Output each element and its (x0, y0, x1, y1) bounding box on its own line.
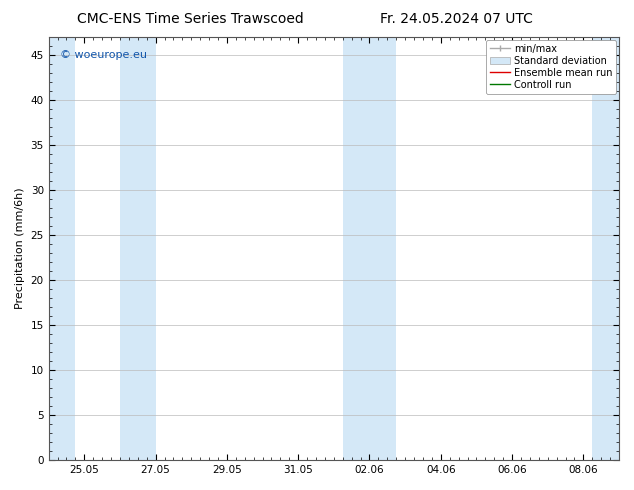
Bar (49, 37, 75, 460)
Text: Fr. 24.05.2024 07 UTC: Fr. 24.05.2024 07 UTC (380, 12, 533, 26)
Bar (370, 37, 396, 460)
Text: © woeurope.eu: © woeurope.eu (60, 50, 147, 60)
Bar (592, 37, 619, 460)
Bar (343, 37, 370, 460)
Bar (120, 37, 155, 460)
Legend: min/max, Standard deviation, Ensemble mean run, Controll run: min/max, Standard deviation, Ensemble me… (486, 40, 616, 94)
Y-axis label: Precipitation (mm/6h): Precipitation (mm/6h) (15, 188, 25, 309)
Text: CMC-ENS Time Series Trawscoed: CMC-ENS Time Series Trawscoed (77, 12, 304, 26)
